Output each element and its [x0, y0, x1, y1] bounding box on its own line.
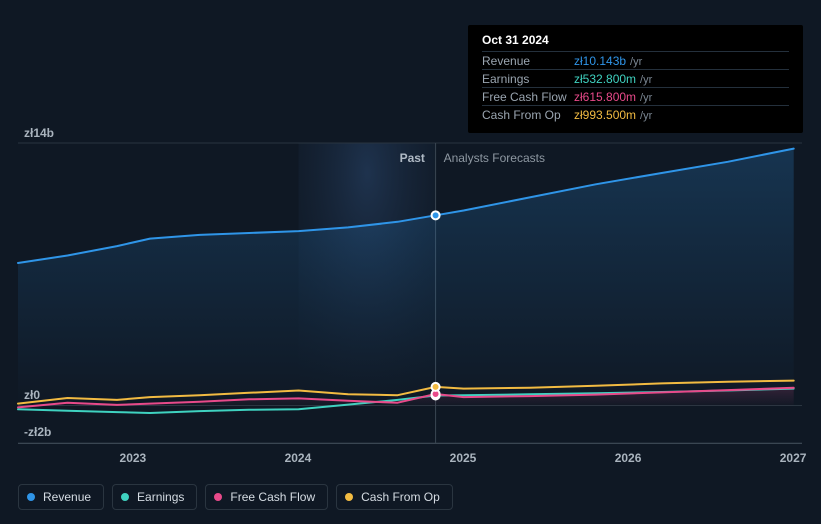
legend-label: Earnings — [137, 490, 184, 504]
tooltip-row-unit: /yr — [640, 92, 652, 104]
tooltip-row-label: Cash From Op — [482, 108, 574, 122]
legend-label: Cash From Op — [361, 490, 440, 504]
tooltip-row: Earningszł532.800m/yr — [482, 69, 789, 87]
legend-item[interactable]: Earnings — [112, 484, 197, 510]
legend-item[interactable]: Free Cash Flow — [205, 484, 328, 510]
tooltip-row-value: zł615.800m — [574, 90, 636, 104]
legend-swatch — [121, 493, 129, 501]
x-tick-label: 2027 — [780, 451, 807, 465]
x-tick-label: 2024 — [285, 451, 312, 465]
y-tick-label: -zł2b — [24, 425, 51, 439]
x-tick-label: 2025 — [450, 451, 477, 465]
legend-item[interactable]: Cash From Op — [336, 484, 453, 510]
legend-swatch — [345, 493, 353, 501]
x-tick-label: 2026 — [615, 451, 642, 465]
legend-swatch — [27, 493, 35, 501]
legend-label: Revenue — [43, 490, 91, 504]
tooltip-row-label: Revenue — [482, 54, 574, 68]
tooltip-row: Free Cash Flowzł615.800m/yr — [482, 87, 789, 105]
tooltip-row-value: zł10.143b — [574, 54, 626, 68]
tooltip-date: Oct 31 2024 — [482, 33, 789, 51]
y-tick-label: zł14b — [24, 126, 54, 140]
legend-swatch — [214, 493, 222, 501]
forecast-section-label: Analysts Forecasts — [444, 151, 545, 165]
tooltip-row-label: Free Cash Flow — [482, 90, 574, 104]
financials-forecast-chart: Oct 31 2024 Revenuezł10.143b/yrEarningsz… — [0, 0, 821, 524]
tooltip-row-unit: /yr — [640, 74, 652, 86]
y-tick-label: zł0 — [24, 388, 40, 402]
tooltip-row-unit: /yr — [640, 110, 652, 122]
tooltip-row: Revenuezł10.143b/yr — [482, 51, 789, 69]
x-tick-label: 2023 — [120, 451, 147, 465]
chart-legend: Revenue Earnings Free Cash Flow Cash From O… — [18, 484, 453, 510]
tooltip-row-label: Earnings — [482, 72, 574, 86]
tooltip-row-unit: /yr — [630, 56, 642, 68]
tooltip-row: Cash From Opzł993.500m/yr — [482, 105, 789, 123]
tooltip-row-value: zł532.800m — [574, 72, 636, 86]
chart-tooltip: Oct 31 2024 Revenuezł10.143b/yrEarningsz… — [468, 25, 803, 133]
legend-label: Free Cash Flow — [230, 490, 315, 504]
past-section-label: Past — [400, 151, 425, 165]
tooltip-row-value: zł993.500m — [574, 108, 636, 122]
legend-item[interactable]: Revenue — [18, 484, 104, 510]
